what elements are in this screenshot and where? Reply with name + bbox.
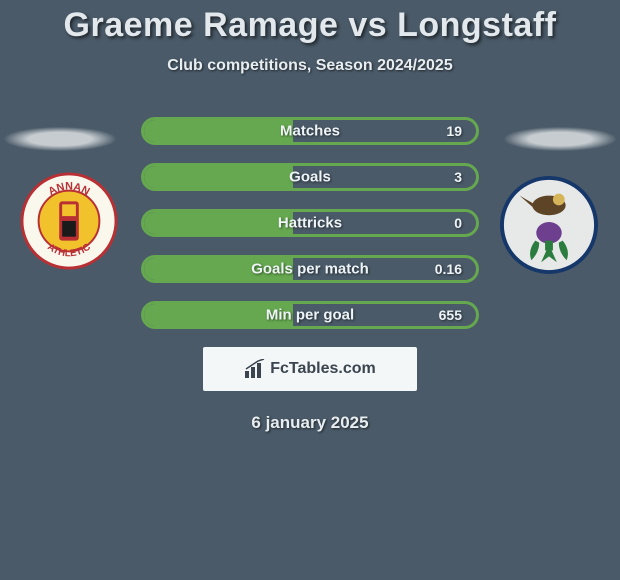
stat-bar-label: Min per goal <box>144 307 476 324</box>
stat-bar: Goals per match0.16 <box>141 255 479 283</box>
stat-bar: Hattricks0 <box>141 209 479 237</box>
stat-bar-label: Goals per match <box>144 261 476 278</box>
stat-bar-label: Goals <box>144 169 476 186</box>
date: 6 january 2025 <box>0 413 620 433</box>
stat-bar-value: 0.16 <box>435 261 462 277</box>
subtitle: Club competitions, Season 2024/2025 <box>0 57 620 75</box>
stat-bar-value: 0 <box>454 215 462 231</box>
player-shadow-right <box>504 127 616 151</box>
stat-bar-label: Hattricks <box>144 215 476 232</box>
stat-bar: Goals3 <box>141 163 479 191</box>
title: Graeme Ramage vs Longstaff <box>0 6 620 45</box>
stat-bar-value: 3 <box>454 169 462 185</box>
footer-brand-text: FcTables.com <box>270 360 376 378</box>
stat-bar-label: Matches <box>144 123 476 140</box>
stat-bar: Matches19 <box>141 117 479 145</box>
stat-bars: Matches19 Goals3 Hattricks0 Goals per match… <box>141 117 479 329</box>
club-crest-right <box>500 176 598 274</box>
club-crest-left: ANNAN ATHLETIC <box>20 172 118 270</box>
stat-bar-value: 19 <box>446 123 462 139</box>
player-shadow-left <box>4 127 116 151</box>
chart-icon <box>244 359 266 379</box>
footer-brand-box: FcTables.com <box>203 347 417 391</box>
stat-bar: Min per goal655 <box>141 301 479 329</box>
stat-bar-value: 655 <box>439 307 462 323</box>
